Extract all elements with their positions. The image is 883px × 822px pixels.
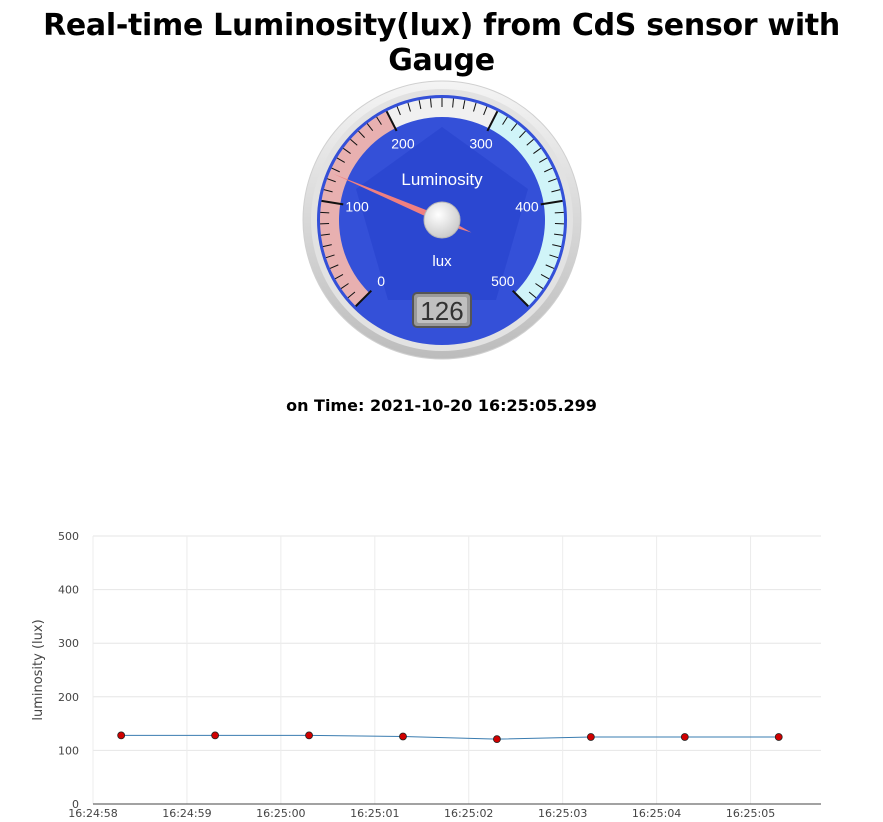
data-point[interactable]	[493, 736, 500, 743]
data-point[interactable]	[212, 732, 219, 739]
y-axis-label: luminosity (lux)	[31, 619, 46, 720]
x-tick-label: 16:25:03	[538, 807, 587, 818]
data-point[interactable]	[118, 732, 125, 739]
x-tick-label: 16:25:05	[726, 807, 775, 818]
x-tick-label: 16:24:58	[68, 807, 117, 818]
y-tick-label: 500	[58, 530, 79, 543]
x-tick-label: 16:25:00	[256, 807, 305, 818]
data-point[interactable]	[587, 734, 594, 741]
y-tick-label: 200	[58, 691, 79, 704]
series-line	[121, 735, 779, 739]
data-point[interactable]	[775, 734, 782, 741]
y-tick-label: 300	[58, 637, 79, 650]
y-tick-label: 400	[58, 584, 79, 597]
data-point[interactable]	[399, 733, 406, 740]
y-tick-label: 100	[58, 744, 79, 757]
x-tick-label: 16:25:04	[632, 807, 681, 818]
x-tick-label: 16:24:59	[162, 807, 211, 818]
x-tick-label: 16:25:02	[444, 807, 493, 818]
x-tick-label: 16:25:01	[350, 807, 399, 818]
data-point[interactable]	[306, 732, 313, 739]
data-point[interactable]	[681, 734, 688, 741]
